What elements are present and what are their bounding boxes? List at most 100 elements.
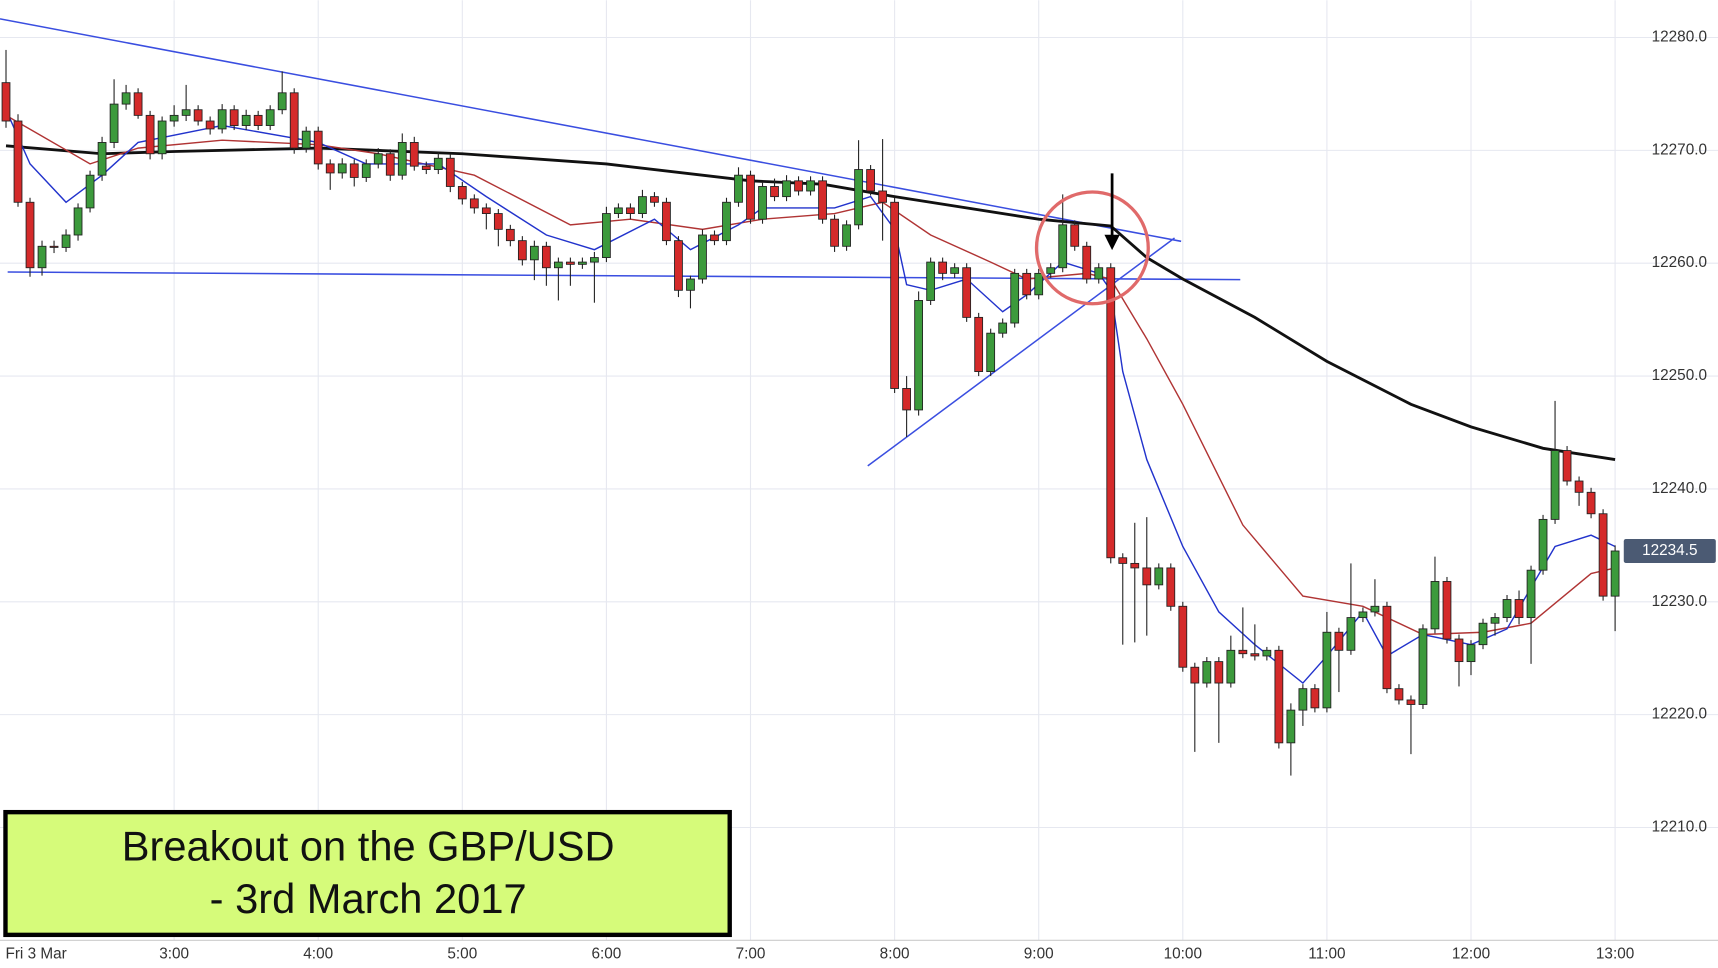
candle-body — [602, 213, 611, 259]
candle-body — [73, 207, 83, 236]
candle-body — [1070, 224, 1080, 247]
trend-line — [867, 237, 1176, 467]
candle-body — [818, 180, 827, 220]
candle-body — [758, 186, 767, 220]
x-tick-label: 5:00 — [447, 946, 477, 963]
candle-body — [902, 388, 911, 411]
candle-body — [1034, 272, 1044, 296]
candle-body — [505, 228, 515, 242]
candle-body — [1058, 224, 1068, 269]
x-tick-label: 8:00 — [880, 946, 910, 963]
candle-body — [1106, 267, 1116, 559]
last-price-box — [1623, 538, 1716, 564]
y-tick-label: 12230.0 — [1652, 593, 1707, 610]
candle-body — [1346, 617, 1356, 651]
candle-body — [1082, 245, 1092, 280]
candle-body — [710, 234, 719, 242]
y-tick-label: 12220.0 — [1652, 706, 1707, 723]
candle-body — [1166, 567, 1176, 607]
candle-body — [517, 240, 527, 261]
candle-body — [421, 165, 431, 170]
candle-body — [1, 82, 11, 122]
candle-body — [1046, 267, 1056, 274]
date-label: Fri 3 Mar — [5, 946, 66, 963]
x-tick-label: 10:00 — [1164, 946, 1202, 963]
candle-body — [830, 218, 839, 247]
candle-body — [1238, 649, 1248, 655]
candle-body — [686, 278, 695, 291]
candle-body — [1406, 699, 1416, 705]
candle-body — [481, 207, 491, 214]
candle-body — [1154, 567, 1164, 586]
candle-body — [409, 142, 419, 167]
candle-body — [1394, 688, 1404, 701]
candle-body — [337, 163, 347, 174]
candle-body — [854, 169, 863, 226]
candle-body — [85, 174, 95, 209]
x-tick-label: 13:00 — [1596, 946, 1634, 963]
candle-body — [626, 207, 635, 214]
candle-body — [277, 92, 287, 111]
candle-body — [265, 109, 275, 126]
candle-body — [842, 224, 851, 247]
candle-body — [1550, 450, 1560, 520]
candle-body — [1538, 518, 1548, 571]
annotation-box — [3, 809, 732, 938]
candle-body — [1322, 631, 1332, 709]
candle-body — [938, 261, 948, 274]
candle-body — [541, 245, 551, 269]
axes: 12210.0 12220.0 12230.0 12240.0 12250.0 12260… — [159, 29, 1716, 963]
candle-body — [1454, 638, 1464, 663]
candle-body — [950, 267, 960, 274]
candle-body — [1094, 267, 1104, 280]
y-tick-label: 12270.0 — [1652, 141, 1707, 158]
candle-body — [1502, 599, 1512, 619]
candle-body — [313, 130, 323, 165]
candle-body — [1382, 605, 1392, 690]
candle-body — [529, 245, 539, 261]
y-tick-label: 12260.0 — [1652, 254, 1707, 271]
candle-body — [1214, 661, 1224, 684]
candle-body — [433, 157, 443, 170]
candle-body — [566, 261, 575, 265]
annotation-line: - 3rd March 2017 — [210, 875, 527, 922]
moving-average — [5, 114, 1616, 636]
highlight-circle — [1034, 190, 1150, 306]
candle-body — [1430, 581, 1440, 630]
candle-body — [13, 120, 23, 203]
candle-body — [229, 109, 239, 126]
candle-body — [770, 186, 779, 198]
candle-body — [145, 114, 155, 155]
candle-body — [1514, 599, 1524, 619]
y-tick-label: 12210.0 — [1652, 819, 1707, 836]
candle-body — [1334, 631, 1344, 651]
candle-body — [301, 130, 311, 149]
x-tick-label: 7:00 — [736, 946, 766, 963]
candle-body — [746, 174, 755, 220]
candle-body — [37, 245, 47, 269]
y-tick-label: 12280.0 — [1652, 29, 1707, 46]
candle-body — [638, 196, 647, 214]
candle-body — [794, 180, 803, 192]
candle-body — [457, 186, 467, 200]
candle-body — [1298, 688, 1308, 711]
x-tick-label: 6:00 — [591, 946, 621, 963]
candle-body — [1586, 491, 1596, 515]
arrow-head — [1104, 234, 1120, 251]
grid — [0, 0, 1718, 941]
candle-body — [1142, 567, 1152, 586]
candle-body — [590, 257, 599, 263]
candle-body — [1490, 617, 1500, 624]
candle-body — [1226, 649, 1236, 684]
candle-body — [121, 92, 131, 105]
candle-body — [373, 153, 383, 165]
candle-body — [445, 157, 455, 187]
candle-body — [1286, 709, 1296, 744]
candle-body — [1010, 272, 1020, 324]
candle-body — [97, 142, 107, 176]
candle-body — [998, 322, 1008, 334]
candle-body — [734, 174, 743, 203]
candle-body — [1478, 622, 1488, 646]
trend-line — [0, 18, 1182, 243]
candle-body — [1274, 649, 1284, 744]
